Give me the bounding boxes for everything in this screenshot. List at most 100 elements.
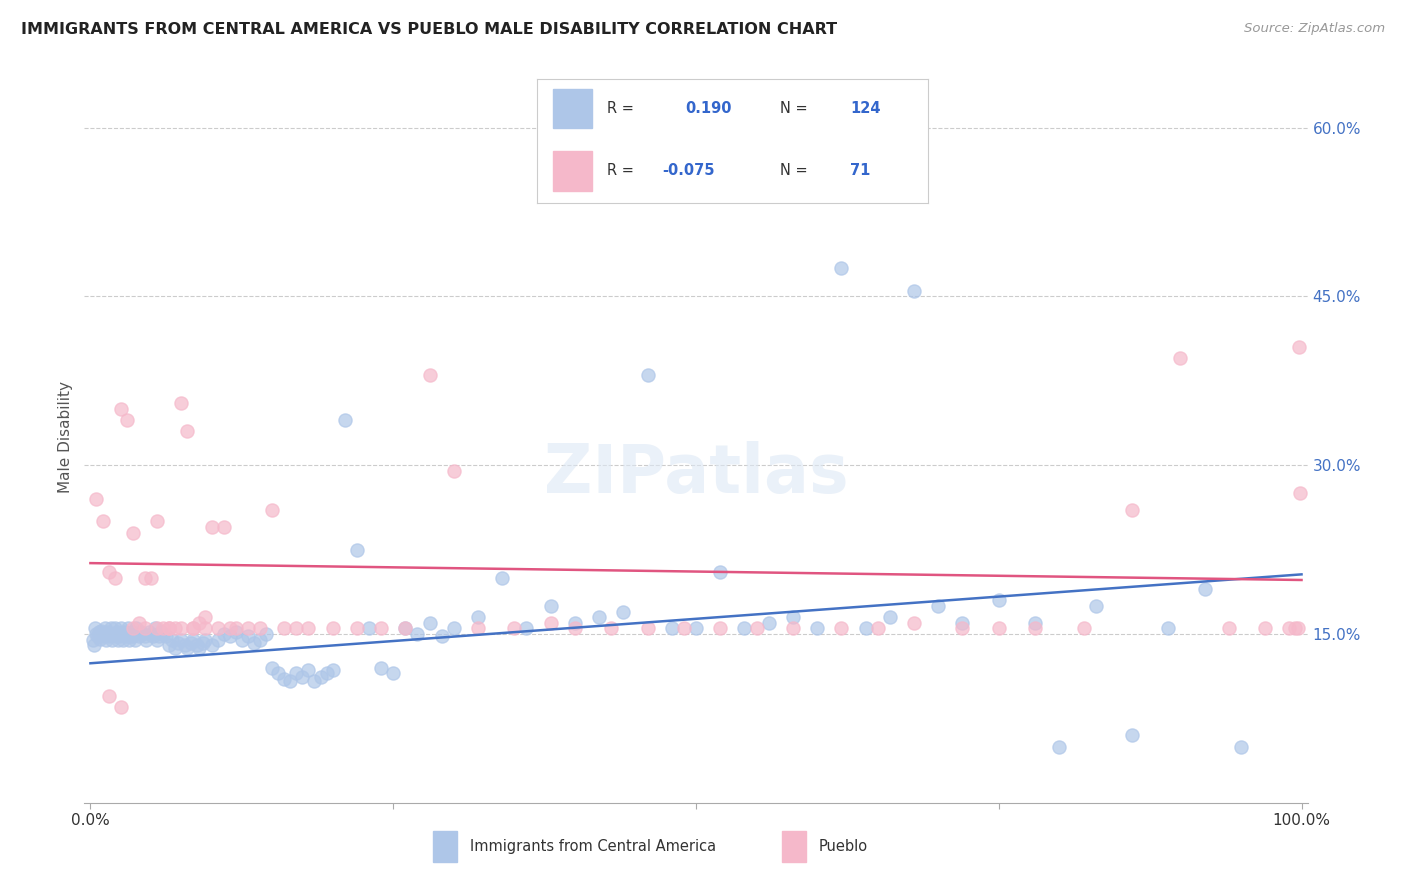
Point (180, 636, 202, 650)
Point (176, 425, 198, 439)
Point (165, 640, 187, 655)
Point (194, 610, 217, 624)
Point (612, 605, 634, 619)
Point (149, 624, 172, 639)
Point (108, 629, 131, 643)
Point (139, 571, 162, 585)
Point (1084, 599, 1107, 613)
Point (1218, 621, 1240, 635)
Point (212, 520, 235, 534)
Point (120, 629, 142, 643)
Point (86, 629, 108, 643)
Point (134, 621, 156, 635)
Point (830, 621, 852, 635)
Point (952, 615, 974, 630)
Point (143, 621, 166, 635)
Point (243, 636, 266, 650)
Point (173, 638, 195, 652)
Point (1121, 728, 1143, 742)
Point (139, 627, 162, 641)
Point (278, 674, 301, 689)
Point (782, 621, 804, 635)
Point (254, 627, 277, 641)
Point (806, 621, 828, 635)
Point (297, 621, 319, 635)
Point (82, 632, 104, 647)
Point (564, 615, 586, 630)
Point (118, 632, 141, 647)
Point (128, 615, 150, 630)
Point (540, 599, 562, 613)
Point (672, 621, 695, 635)
Point (115, 413, 138, 427)
Point (176, 640, 198, 655)
Point (110, 621, 132, 635)
Point (134, 629, 156, 643)
Point (121, 525, 143, 540)
Point (225, 624, 247, 639)
Point (285, 666, 308, 681)
Point (146, 621, 169, 635)
Point (733, 621, 755, 635)
Point (152, 621, 174, 635)
Point (183, 621, 205, 635)
Point (866, 621, 889, 635)
Point (346, 542, 368, 557)
Point (89, 632, 111, 646)
Point (370, 621, 392, 635)
Point (188, 615, 211, 630)
Point (97, 629, 120, 643)
Point (104, 571, 127, 585)
Point (309, 670, 332, 684)
Point (142, 629, 165, 643)
Point (135, 632, 157, 647)
Point (987, 621, 1010, 635)
Point (97, 689, 120, 703)
Point (564, 621, 586, 635)
Point (1230, 739, 1253, 754)
Point (129, 624, 152, 639)
Point (104, 621, 127, 635)
Point (855, 621, 877, 635)
Point (1024, 621, 1046, 635)
Point (115, 627, 138, 641)
Point (103, 627, 125, 641)
Point (1284, 621, 1306, 635)
Point (588, 610, 610, 624)
Point (1073, 621, 1095, 635)
Point (121, 624, 143, 639)
Point (1024, 615, 1046, 630)
Point (903, 615, 925, 630)
Point (782, 610, 804, 624)
Point (758, 615, 780, 630)
Point (394, 621, 416, 635)
Point (987, 593, 1010, 607)
Point (91, 629, 114, 643)
Point (267, 666, 290, 681)
Point (418, 368, 440, 383)
Point (249, 621, 271, 635)
Point (146, 515, 169, 529)
Point (370, 661, 392, 675)
Point (1047, 739, 1070, 754)
Point (745, 621, 768, 635)
Point (273, 621, 295, 635)
Point (406, 627, 429, 641)
Point (540, 615, 562, 630)
Point (96, 624, 118, 639)
Point (121, 621, 143, 635)
Point (170, 396, 193, 410)
Point (322, 663, 344, 677)
Point (322, 621, 344, 635)
Point (212, 627, 235, 641)
Point (830, 261, 852, 276)
Point (1278, 621, 1301, 635)
Point (515, 621, 537, 635)
Point (637, 368, 659, 383)
Point (97, 565, 120, 579)
Point (160, 632, 183, 647)
Point (273, 672, 295, 686)
Point (297, 663, 319, 677)
Point (661, 621, 683, 635)
Point (685, 621, 707, 635)
